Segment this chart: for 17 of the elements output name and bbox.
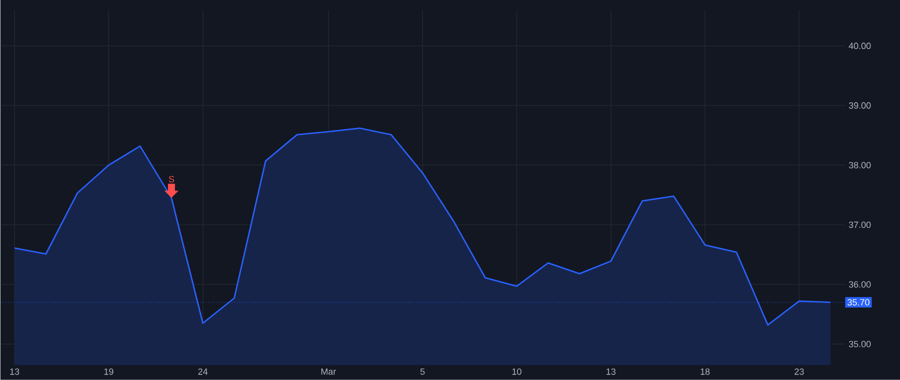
- y-tick-label: 38.00: [848, 162, 871, 168]
- x-tick-label: 13: [606, 368, 616, 375]
- x-tick-label: 19: [104, 368, 114, 375]
- y-tick-label: 36.00: [848, 281, 871, 288]
- y-tick-label: 39.00: [848, 102, 871, 109]
- ref-line-label: 35.70: [848, 299, 870, 306]
- x-tick-label: 5: [420, 368, 425, 375]
- y-tick-label: 35.00: [848, 340, 871, 348]
- x-tick-label: 18: [700, 368, 710, 375]
- x-tick-label: 23: [794, 368, 804, 375]
- annotation: S: [168, 176, 174, 182]
- x-tick-label: Mar: [321, 368, 336, 375]
- y-tick-label: 40.00: [848, 42, 871, 50]
- x-tick-label: 13: [10, 368, 20, 375]
- x-tick-label: 10: [512, 368, 522, 375]
- x-tick-label: 24: [198, 368, 208, 375]
- y-tick-label: 37.00: [848, 222, 871, 228]
